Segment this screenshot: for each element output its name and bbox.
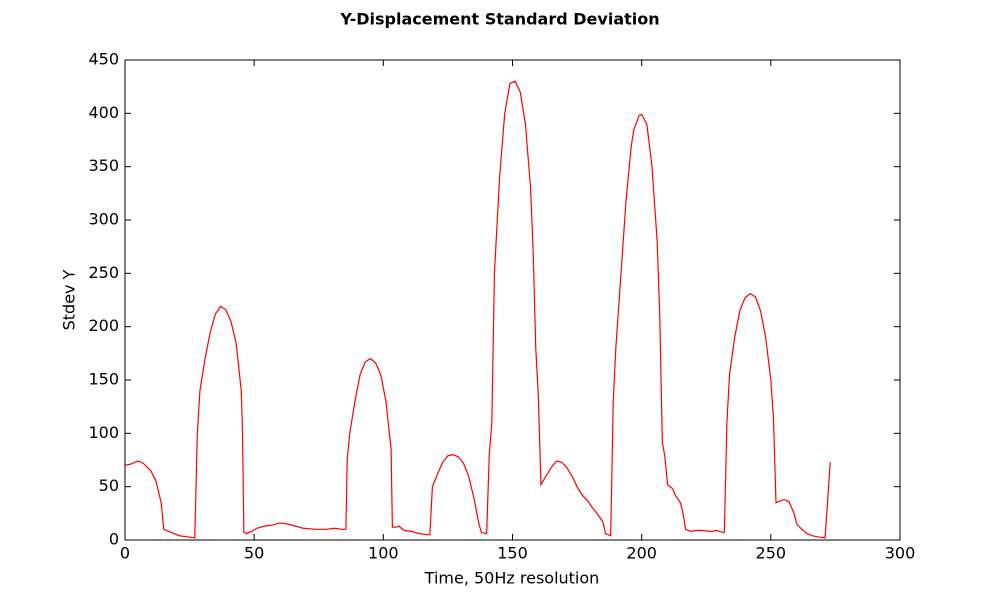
x-tick-label: 100 <box>368 544 399 563</box>
y-tick-label: 0 <box>109 530 119 549</box>
x-tick-label: 200 <box>626 544 657 563</box>
y-tick-label: 50 <box>99 476 119 495</box>
y-tick-label: 400 <box>88 103 119 122</box>
x-tick-label: 150 <box>497 544 528 563</box>
y-tick-label: 150 <box>88 370 119 389</box>
plot-frame <box>124 59 901 541</box>
x-tick-label: 250 <box>756 544 787 563</box>
y-axis-label: Stdev Y <box>60 269 79 330</box>
y-tick-label: 100 <box>88 423 119 442</box>
x-tick-label: 300 <box>885 544 916 563</box>
chart-title: Y-Displacement Standard Deviation <box>339 10 659 29</box>
y-tick-label: 300 <box>88 210 119 229</box>
x-axis-label: Time, 50Hz resolution <box>424 569 600 588</box>
y-tick-label: 450 <box>88 50 119 69</box>
x-tick-label: 50 <box>244 544 264 563</box>
y-tick-label: 350 <box>88 156 119 175</box>
x-tick-label: 0 <box>120 544 130 563</box>
y-tick-label: 200 <box>88 316 119 335</box>
data-line <box>124 80 831 539</box>
y-tick-label: 250 <box>88 263 119 282</box>
